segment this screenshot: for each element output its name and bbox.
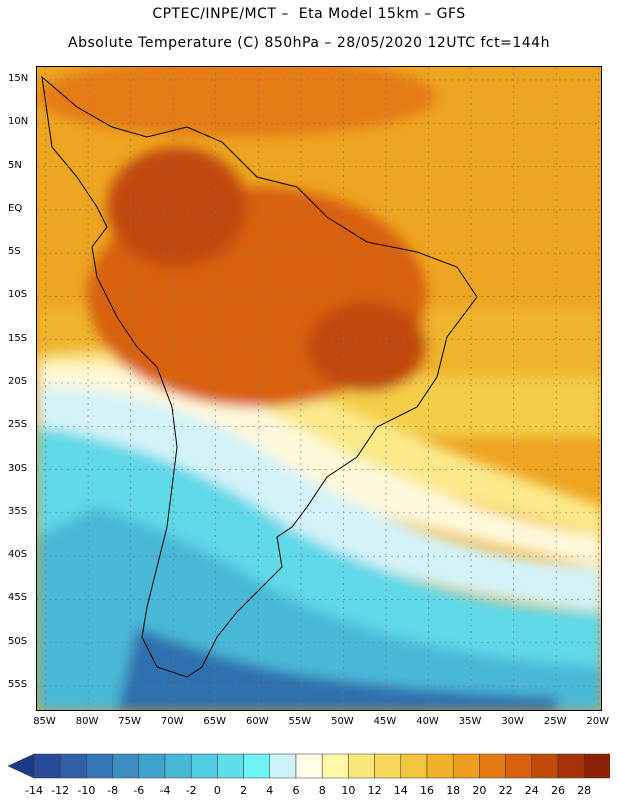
colorbar-tick-label: -2 xyxy=(185,784,197,797)
lat-label: 20S xyxy=(8,376,28,387)
colorbar-swatch xyxy=(321,753,349,779)
colorbar-swatch xyxy=(348,753,375,779)
field-band-deepblue xyxy=(117,627,557,710)
lat-label: 5S xyxy=(8,246,21,258)
lon-label: 70W xyxy=(160,716,184,727)
lat-label: EQ xyxy=(8,202,23,214)
colorbar-tick-label: 14 xyxy=(393,784,408,797)
colorbar-swatch xyxy=(59,753,87,779)
colorbar-swatch xyxy=(452,753,480,779)
temperature-map[interactable] xyxy=(37,67,602,711)
colorbar-swatch xyxy=(426,753,454,779)
colorbar-tick-label: -10 xyxy=(77,784,96,797)
colorbar-tick-label: 18 xyxy=(446,784,461,797)
colorbar-swatch xyxy=(479,753,506,779)
colorbar-swatch xyxy=(531,753,559,779)
lon-label: 50W xyxy=(331,716,354,727)
lon-label: 75W xyxy=(118,716,141,727)
lat-label: 15N xyxy=(8,72,29,84)
lon-label: 80W xyxy=(75,716,99,727)
colorbar-swatch xyxy=(138,753,166,779)
colorbar xyxy=(8,753,610,779)
colorbar-swatch xyxy=(190,753,218,779)
colorbar-tick-label: -12 xyxy=(51,784,70,797)
lon-label: 30W xyxy=(501,716,524,727)
field-band-paleblue xyxy=(37,387,601,612)
colorbar-tick-label: 16 xyxy=(420,784,434,797)
map-title: CPTEC/INPE/MCT – Eta Model 15km – GFS xyxy=(152,6,466,22)
lat-label: 30S xyxy=(8,462,28,474)
colorbar-tick-label: 26 xyxy=(551,784,565,797)
lon-label: 20W xyxy=(586,716,610,727)
colorbar-swatch xyxy=(505,753,533,779)
colorbar-swatch xyxy=(243,753,271,779)
lat-label: 40S xyxy=(8,549,28,561)
lon-label: 35W xyxy=(458,716,482,727)
colorbar-tick-label: 2 xyxy=(240,784,248,797)
colorbar-swatch xyxy=(374,753,402,779)
lon-label: 45W xyxy=(373,716,397,727)
lat-label: 10N xyxy=(8,116,29,128)
continent-outline xyxy=(41,75,478,678)
colorbar-low-extend xyxy=(8,753,35,779)
lon-label: 25W xyxy=(543,716,567,727)
colorbar-tick-label: -8 xyxy=(107,784,119,797)
colorbar-swatch xyxy=(164,753,192,779)
colorbar-tick-label: 12 xyxy=(367,784,382,797)
lat-label: 15S xyxy=(8,332,28,344)
colorbar-tick-label: 4 xyxy=(266,784,274,797)
field-hot-north xyxy=(107,147,247,267)
colorbar-tick-label: 28 xyxy=(577,784,592,797)
lat-label: 50S xyxy=(8,635,28,647)
colorbar-tick-label: 6 xyxy=(292,784,300,797)
lat-label: 5N xyxy=(8,159,22,171)
lat-label: 35S xyxy=(8,505,28,517)
colorbar-tick-label: 10 xyxy=(341,784,356,797)
field-hot-east xyxy=(307,302,427,392)
colorbar-tick-label: -14 xyxy=(25,784,43,797)
map-subtitle: Absolute Temperature (C) 850hPa – 28/05/… xyxy=(68,35,550,51)
colorbar-swatch xyxy=(400,753,428,779)
graticule xyxy=(37,67,601,710)
lat-label: 25S xyxy=(8,419,28,431)
colorbar-swatch xyxy=(295,753,323,779)
colorbar-swatch xyxy=(557,753,585,779)
lon-label: 65W xyxy=(203,716,227,727)
lat-label: 10S xyxy=(8,289,28,301)
colorbar-tick-label: 8 xyxy=(318,784,326,797)
lat-label: 45S xyxy=(8,592,28,604)
colorbar-swatch xyxy=(217,753,244,779)
lon-label: 85W xyxy=(33,716,56,727)
colorbar-swatch xyxy=(86,753,113,779)
colorbar-swatch xyxy=(269,753,297,779)
lon-label: 40W xyxy=(416,716,439,727)
lat-label: 55S xyxy=(8,679,28,691)
colorbar-tick-label: -6 xyxy=(133,784,145,797)
colorbar-swatch xyxy=(583,753,610,779)
colorbar-swatch xyxy=(112,753,140,779)
lon-label: 55W xyxy=(288,716,312,727)
colorbar-tick-label: 20 xyxy=(472,784,487,797)
colorbar-tick-label: 24 xyxy=(524,784,539,797)
temperature-field xyxy=(37,67,601,710)
colorbar-tick-label: -4 xyxy=(159,784,171,797)
map-frame[interactable] xyxy=(36,66,602,711)
colorbar-tick-label: 0 xyxy=(213,784,221,797)
field-warm-north-ocean xyxy=(37,67,437,137)
colorbar-tick-label: 22 xyxy=(498,784,513,797)
colorbar-swatch xyxy=(33,753,61,779)
lon-label: 60W xyxy=(245,716,269,727)
